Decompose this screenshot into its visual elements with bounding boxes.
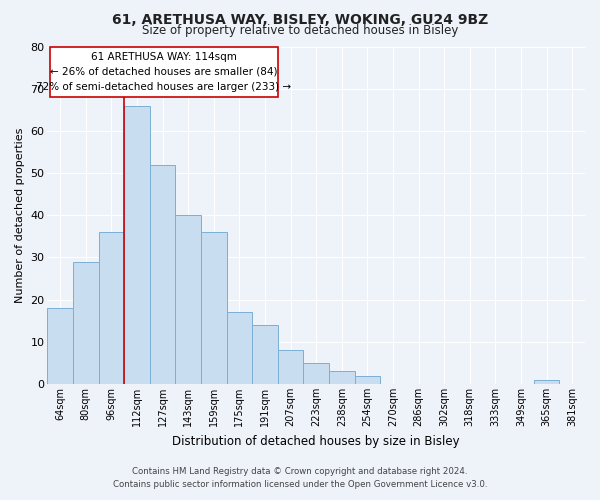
Bar bbox=[329, 372, 355, 384]
Bar bbox=[73, 262, 98, 384]
Bar bbox=[201, 232, 227, 384]
FancyBboxPatch shape bbox=[50, 46, 278, 97]
Bar bbox=[150, 164, 175, 384]
Bar bbox=[124, 106, 150, 384]
Text: 61, ARETHUSA WAY, BISLEY, WOKING, GU24 9BZ: 61, ARETHUSA WAY, BISLEY, WOKING, GU24 9… bbox=[112, 12, 488, 26]
Bar bbox=[304, 363, 329, 384]
Text: 61 ARETHUSA WAY: 114sqm: 61 ARETHUSA WAY: 114sqm bbox=[91, 52, 237, 62]
Y-axis label: Number of detached properties: Number of detached properties bbox=[15, 128, 25, 303]
Text: Size of property relative to detached houses in Bisley: Size of property relative to detached ho… bbox=[142, 24, 458, 37]
X-axis label: Distribution of detached houses by size in Bisley: Distribution of detached houses by size … bbox=[172, 434, 460, 448]
Bar bbox=[252, 325, 278, 384]
Text: Contains HM Land Registry data © Crown copyright and database right 2024.
Contai: Contains HM Land Registry data © Crown c… bbox=[113, 468, 487, 489]
Bar bbox=[355, 376, 380, 384]
Text: ← 26% of detached houses are smaller (84): ← 26% of detached houses are smaller (84… bbox=[50, 67, 278, 77]
Bar bbox=[47, 308, 73, 384]
Bar bbox=[98, 232, 124, 384]
Bar bbox=[175, 216, 201, 384]
Bar bbox=[278, 350, 304, 384]
Bar bbox=[227, 312, 252, 384]
Bar bbox=[534, 380, 559, 384]
Text: 72% of semi-detached houses are larger (233) →: 72% of semi-detached houses are larger (… bbox=[37, 82, 292, 92]
